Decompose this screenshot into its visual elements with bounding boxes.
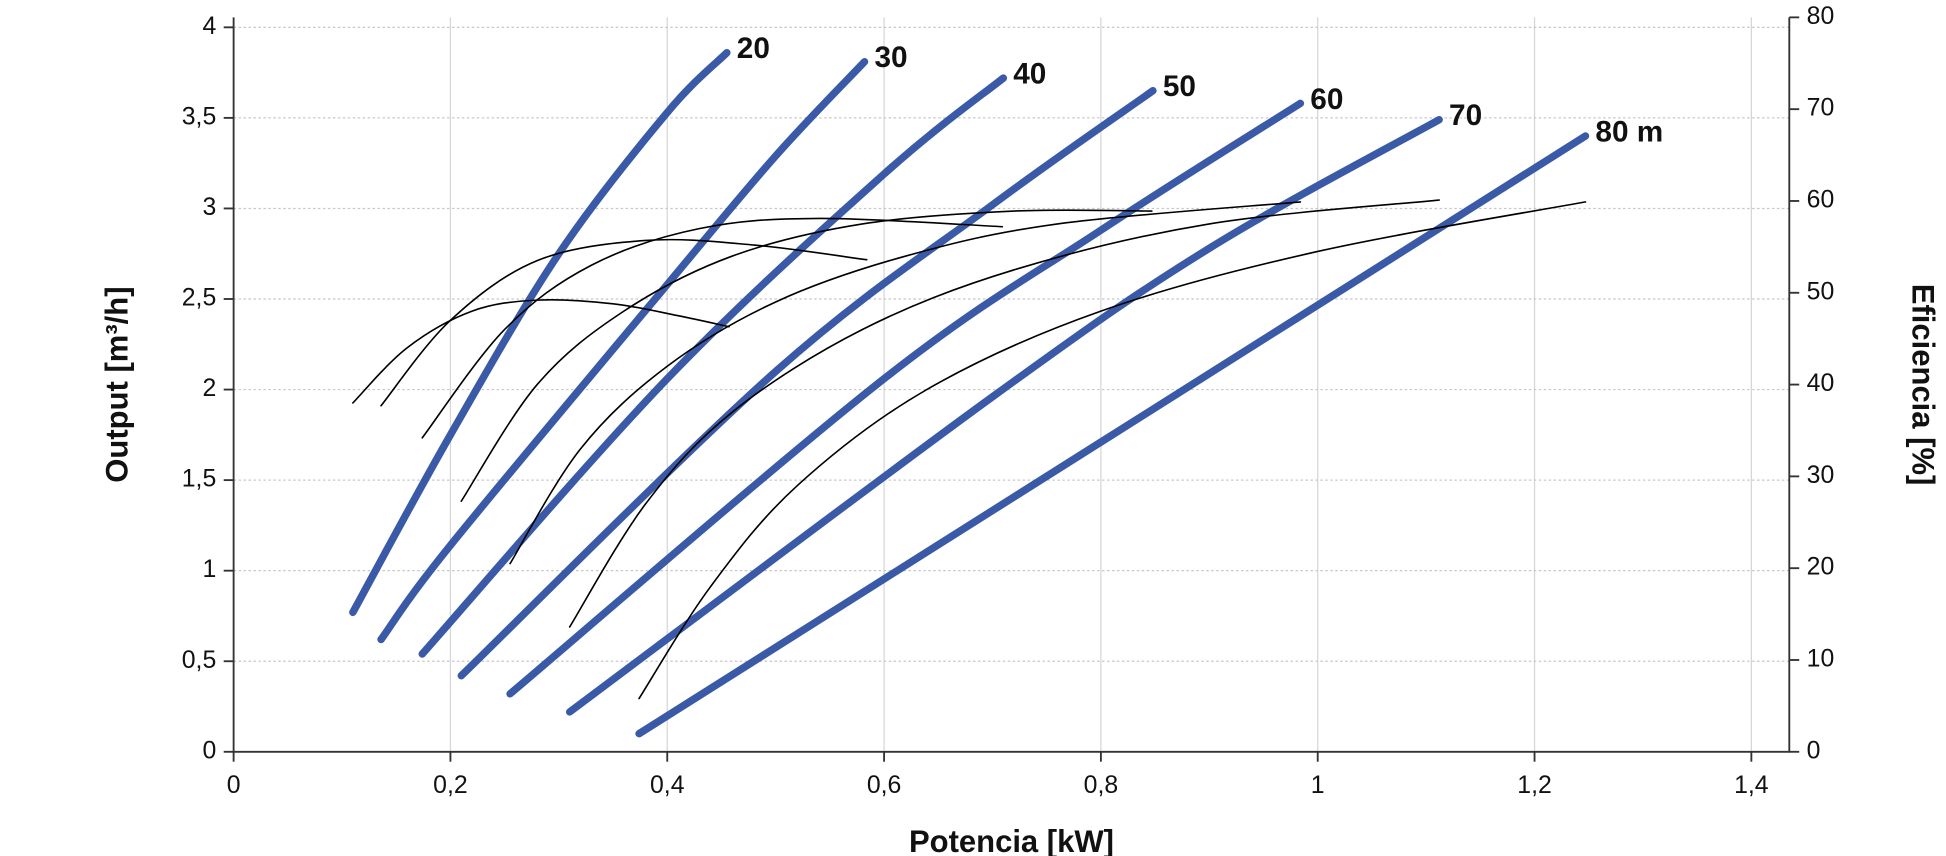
efficiency-line [568,199,1440,628]
x-axis-title: Potencia [kW] [909,824,1114,856]
y2-tick-label: 80 [1807,3,1835,30]
output-line [457,86,1157,680]
series-label: 40 [1013,57,1046,90]
y-tick-label: 3,5 [182,103,216,130]
series-label: 60 [1310,83,1343,116]
y2-tick-label: 0 [1807,737,1821,764]
efficiency-line [352,298,730,404]
y-tick-label: 4 [202,13,216,40]
series-label: 80 m [1595,115,1663,148]
output-line [635,132,1590,738]
y-axis-title: Output [m³/h] [100,286,135,482]
x-tick-label: 0 [227,772,241,799]
efficiency-line [380,238,868,407]
output-line [377,58,869,644]
y-tick-label: 3 [202,194,216,221]
y-tick-label: 0 [202,737,216,764]
y2-tick-label: 60 [1807,187,1835,214]
y-tick-label: 2,5 [182,285,216,312]
y2-axis-title: Eficiencia [%] [1906,284,1941,486]
efficiency-line [460,209,1153,502]
series-label: 30 [874,41,907,74]
y2-tick-label: 50 [1807,278,1835,305]
y2-tick-label: 10 [1807,646,1835,673]
x-tick-label: 1 [1311,772,1325,799]
output-line [506,99,1305,698]
y-tick-label: 2 [202,375,216,402]
output-line [418,74,1008,658]
series-label: 20 [737,32,770,65]
efficiency-line [421,217,1004,439]
x-tick-label: 1,2 [1517,772,1551,799]
x-tick-label: 0,6 [867,772,901,799]
y2-tick-label: 40 [1807,370,1835,397]
series-label: 70 [1449,99,1482,132]
y2-tick-label: 30 [1807,462,1835,489]
x-tick-label: 0,2 [433,772,467,799]
output-line [565,115,1443,716]
x-tick-label: 0,8 [1084,772,1118,799]
x-tick-label: 0,4 [650,772,685,799]
series-label: 50 [1163,70,1196,103]
y2-tick-label: 70 [1807,95,1835,122]
y-tick-label: 1 [202,556,216,583]
y-tick-label: 1,5 [182,466,216,493]
output-line [349,48,731,617]
plot-frame [232,17,1791,753]
efficiency-line [638,201,1587,700]
efficiency-line [509,201,1302,565]
x-tick-label: 1,4 [1734,772,1769,799]
y2-tick-label: 20 [1807,554,1835,581]
y-tick-label: 0,5 [182,647,216,674]
